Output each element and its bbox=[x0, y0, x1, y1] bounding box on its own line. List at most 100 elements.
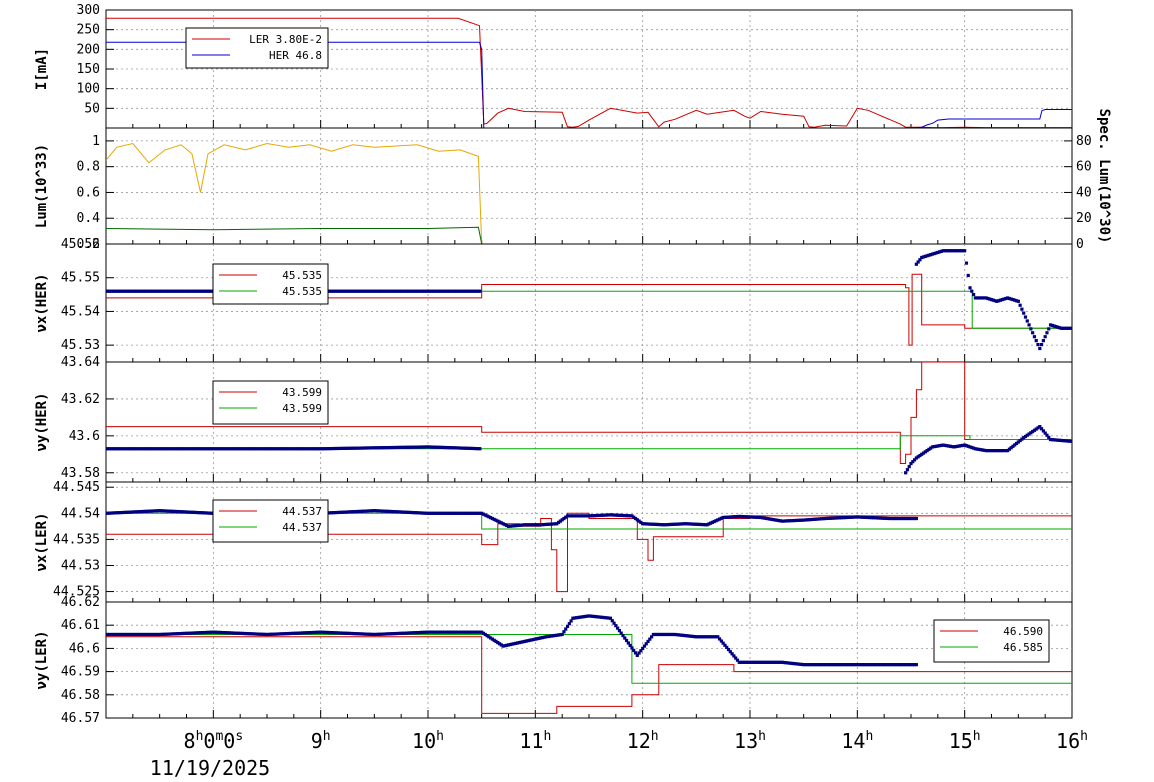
data-point bbox=[440, 289, 444, 293]
data-point bbox=[1023, 315, 1028, 319]
data-point bbox=[419, 445, 423, 449]
data-point bbox=[780, 519, 784, 523]
data-point bbox=[1011, 444, 1015, 448]
data-point bbox=[912, 516, 917, 521]
data-point bbox=[129, 447, 133, 451]
y-tick-label: 43.58 bbox=[61, 466, 100, 481]
x-tick-label: 13h bbox=[734, 729, 766, 753]
data-point bbox=[236, 447, 240, 451]
data-point bbox=[675, 633, 679, 637]
data-point bbox=[455, 630, 459, 634]
data-point bbox=[762, 516, 766, 520]
data-point bbox=[438, 289, 443, 293]
y-tick-label: 250 bbox=[77, 23, 100, 38]
data-point bbox=[297, 631, 301, 635]
data-point bbox=[884, 663, 888, 667]
data-point bbox=[669, 522, 673, 527]
data-point bbox=[1059, 326, 1063, 330]
data-point bbox=[270, 632, 274, 636]
data-point bbox=[492, 638, 496, 642]
data-point bbox=[404, 631, 409, 635]
data-point bbox=[880, 516, 884, 520]
data-point bbox=[449, 289, 453, 293]
data-point bbox=[370, 632, 375, 637]
data-point bbox=[993, 449, 997, 453]
data-point bbox=[891, 663, 895, 667]
data-point bbox=[471, 289, 475, 293]
data-point bbox=[641, 646, 645, 650]
data-point bbox=[115, 511, 119, 515]
data-point bbox=[930, 445, 935, 449]
data-point bbox=[170, 632, 174, 636]
data-point bbox=[133, 510, 137, 514]
data-point bbox=[853, 515, 858, 519]
data-point bbox=[136, 510, 140, 514]
data-point bbox=[444, 445, 448, 450]
data-point bbox=[413, 631, 418, 635]
data-point bbox=[819, 517, 824, 521]
data-point bbox=[154, 447, 158, 451]
data-point bbox=[471, 630, 475, 634]
data-point bbox=[152, 447, 156, 451]
data-point bbox=[193, 631, 198, 635]
data-point bbox=[975, 296, 979, 300]
data-point bbox=[612, 513, 616, 517]
data-point bbox=[539, 523, 543, 527]
data-point bbox=[497, 642, 502, 646]
data-point bbox=[657, 522, 661, 527]
y-tick-label: 0.8 bbox=[77, 160, 100, 175]
data-point bbox=[946, 444, 951, 448]
data-point bbox=[1039, 427, 1044, 431]
data-point bbox=[893, 516, 897, 521]
data-point bbox=[515, 523, 520, 528]
data-point bbox=[993, 299, 997, 303]
data-point bbox=[592, 514, 596, 518]
data-point bbox=[243, 631, 248, 636]
data-point bbox=[481, 631, 486, 635]
data-point bbox=[968, 286, 972, 290]
data-point bbox=[335, 510, 339, 515]
data-point bbox=[709, 521, 713, 525]
data-point bbox=[1065, 439, 1069, 443]
data-point bbox=[345, 510, 350, 514]
data-point bbox=[122, 632, 126, 637]
data-point bbox=[912, 458, 917, 462]
data-point bbox=[1034, 427, 1038, 431]
data-point bbox=[208, 447, 212, 451]
series-line bbox=[106, 142, 483, 244]
data-point bbox=[827, 663, 831, 667]
data-point bbox=[263, 632, 267, 637]
data-point bbox=[995, 449, 999, 453]
data-point bbox=[614, 513, 618, 517]
data-point bbox=[746, 660, 750, 664]
data-point bbox=[988, 297, 992, 301]
data-point bbox=[456, 630, 461, 634]
data-point bbox=[703, 523, 707, 527]
data-point bbox=[463, 446, 468, 450]
data-point bbox=[564, 627, 568, 631]
data-point bbox=[989, 449, 994, 453]
data-point bbox=[714, 519, 718, 523]
data-point bbox=[404, 510, 409, 514]
data-point bbox=[950, 445, 954, 449]
data-point bbox=[175, 447, 180, 451]
data-point bbox=[186, 447, 190, 451]
y-tick-label: 44.53 bbox=[61, 558, 100, 573]
panel-nux_her: 45.53 45.54 45.55 45.56 νx(HER) 45.535 45.535 bbox=[34, 237, 1073, 363]
data-point bbox=[590, 614, 595, 618]
data-point bbox=[351, 289, 355, 293]
data-point bbox=[302, 447, 307, 451]
data-point bbox=[360, 632, 364, 636]
data-point bbox=[671, 522, 675, 526]
data-point bbox=[580, 514, 584, 518]
data-point bbox=[587, 514, 591, 518]
data-point bbox=[127, 510, 131, 514]
data-point bbox=[628, 514, 632, 518]
data-point bbox=[378, 289, 382, 293]
data-point bbox=[582, 514, 586, 518]
data-point bbox=[676, 522, 681, 526]
data-point bbox=[124, 632, 128, 637]
data-point bbox=[553, 522, 557, 526]
data-point bbox=[809, 517, 813, 522]
data-point bbox=[839, 516, 843, 520]
